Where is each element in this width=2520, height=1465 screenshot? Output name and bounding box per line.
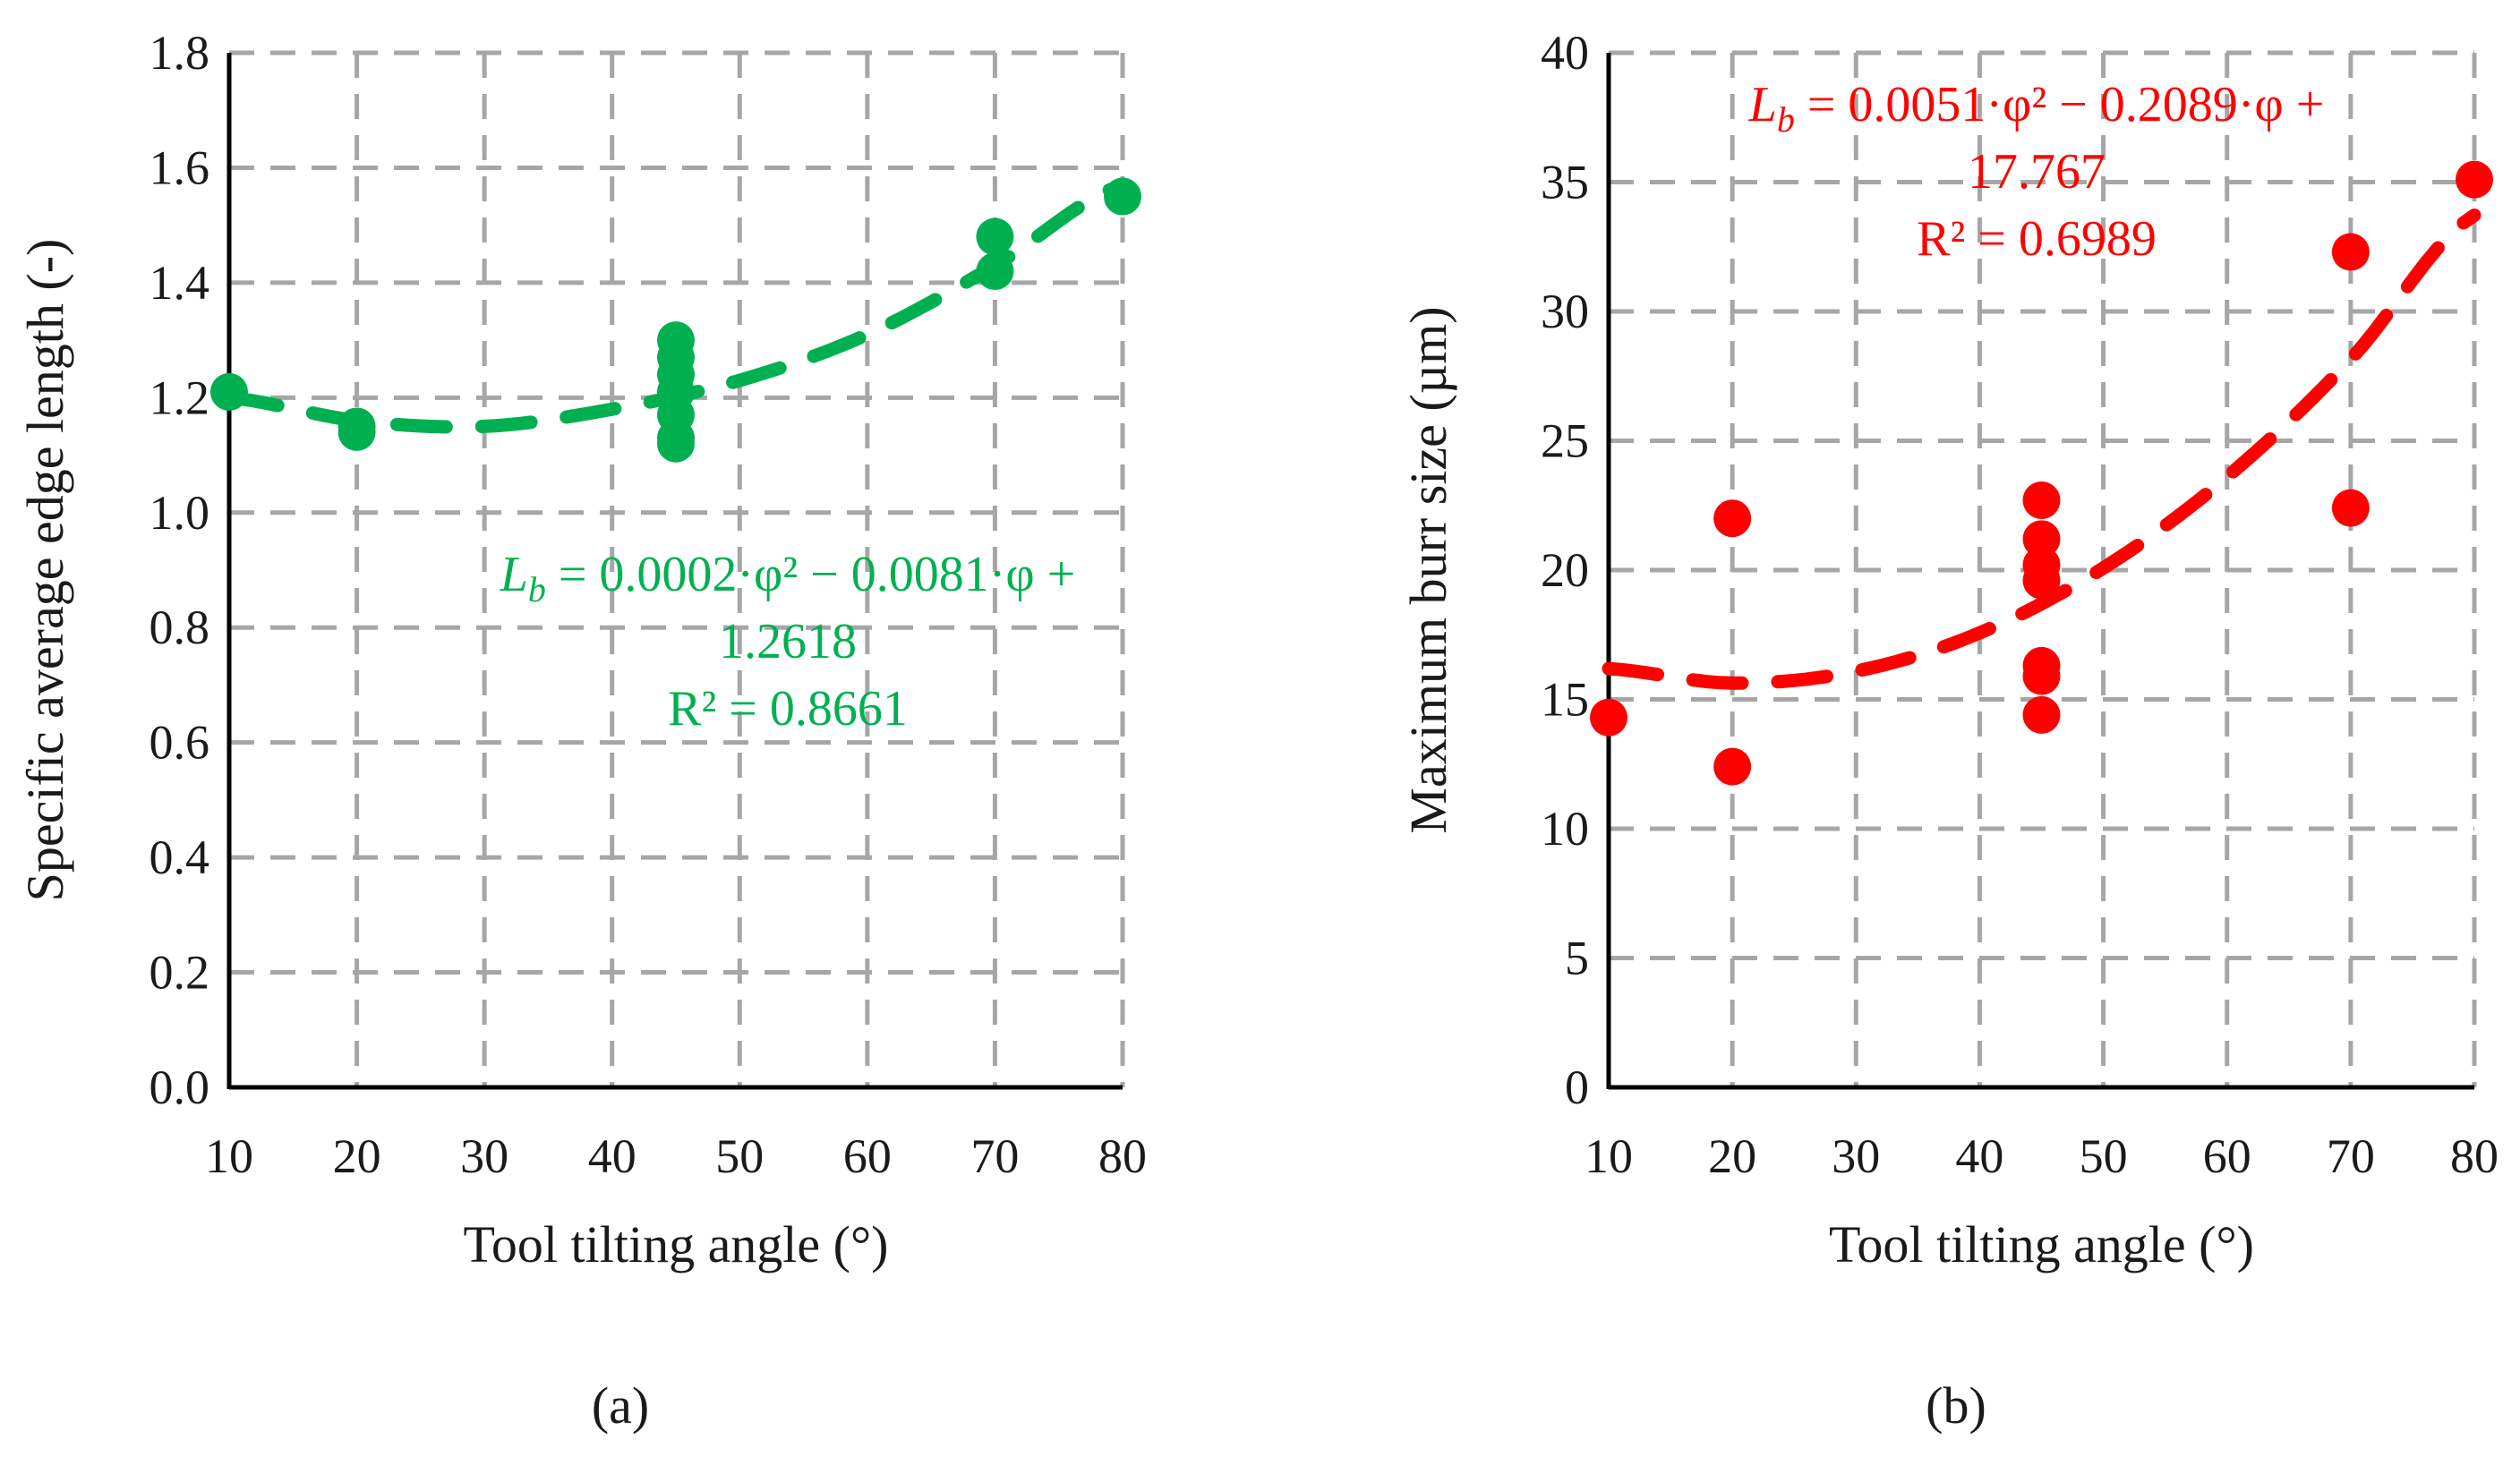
data-point <box>210 372 248 411</box>
y-tick-label: 15 <box>1541 673 1589 727</box>
y-tick-label: 0.0 <box>149 1060 210 1114</box>
y-axis-title: Maximum burr size (µm) <box>1399 306 1457 833</box>
chart-panel-a: 0.0 0.2 0.4 0.6 0.8 1.0 1.2 1.4 1.6 1.8 10 20 30 40 50… <box>16 26 1147 1435</box>
r-squared-label: R² = 0.8661 <box>668 681 908 737</box>
data-point <box>2456 160 2493 199</box>
trendline-equation-constant: 1.2618 <box>719 614 857 669</box>
y-tick-label: 5 <box>1565 932 1589 985</box>
x-tick-label: 70 <box>2327 1129 2375 1183</box>
data-point <box>1104 177 1141 216</box>
data-point <box>2022 481 2061 519</box>
x-tick-label: 50 <box>715 1129 764 1183</box>
trendline-equation: Lb = 0.0051·φ² − 0.2089·φ + <box>1748 77 2325 140</box>
y-tick-label: 40 <box>1541 26 1589 80</box>
x-tick-label: 10 <box>205 1129 253 1183</box>
data-point <box>2022 657 2061 695</box>
data-point <box>2022 520 2061 558</box>
r-squared-label: R² = 0.6989 <box>1917 211 2157 267</box>
x-tick-label: 40 <box>1955 1129 2003 1183</box>
y-tick-label: 1.8 <box>149 26 210 80</box>
x-axis-title: Tool tilting angle (°) <box>1829 1215 2254 1273</box>
y-tick-label: 0.6 <box>149 716 210 770</box>
y-tick-label: 1.2 <box>149 371 210 424</box>
y-tick-label: 1.0 <box>149 486 210 540</box>
data-point <box>657 424 695 463</box>
trendline-equation: Lb = 0.0002·φ² − 0.0081·φ + <box>500 547 1076 609</box>
x-tick-label: 10 <box>1585 1129 1633 1183</box>
panel-label: (a) <box>592 1376 649 1435</box>
data-point <box>2022 561 2061 600</box>
y-tick-label: 1.4 <box>149 256 210 310</box>
x-tick-label: 50 <box>2080 1129 2128 1183</box>
equation-subscript: b <box>528 569 546 609</box>
chart-panel-b: 0 5 10 15 20 25 30 35 40 10 20 30 40 50 60 70 80 Lb = 0.0… <box>1399 26 2499 1435</box>
trendline-equation-constant: 17.767 <box>1968 144 2106 200</box>
x-tick-label: 30 <box>460 1129 508 1183</box>
equation-variable: L <box>1748 77 1777 132</box>
x-tick-label: 80 <box>2450 1129 2499 1183</box>
x-tick-label: 60 <box>2203 1129 2251 1183</box>
y-tick-label: 20 <box>1541 543 1589 597</box>
equation-variable: L <box>500 547 528 602</box>
data-point <box>337 413 376 451</box>
data-point <box>1713 747 1752 786</box>
x-tick-label: 40 <box>588 1129 636 1183</box>
y-tick-label: 25 <box>1541 414 1589 468</box>
equation-subscript: b <box>1777 99 1795 140</box>
data-point <box>1713 499 1752 538</box>
y-tick-label: 35 <box>1541 156 1589 209</box>
data-point <box>2331 489 2370 527</box>
x-tick-label: 20 <box>1708 1129 1756 1183</box>
y-tick-label: 1.6 <box>149 141 210 194</box>
x-tick-label: 60 <box>843 1129 892 1183</box>
data-point <box>976 252 1014 291</box>
y-tick-label: 10 <box>1541 802 1589 856</box>
trendline <box>1602 208 2482 690</box>
x-tick-label: 80 <box>1098 1129 1147 1183</box>
y-axis-title: Specific average edge length (-) <box>16 239 74 902</box>
x-tick-label: 70 <box>970 1129 1019 1183</box>
equation-terms: = 0.0051·φ² − 0.2089·φ + <box>1795 77 2324 132</box>
x-tick-label: 30 <box>1832 1129 1880 1183</box>
panel-label: (b) <box>1926 1376 1986 1435</box>
data-point <box>2022 695 2061 734</box>
data-point <box>976 217 1014 256</box>
x-axis-title: Tool tilting angle (°) <box>464 1215 889 1273</box>
y-tick-label: 0.8 <box>149 600 210 654</box>
y-tick-label: 0 <box>1565 1060 1589 1114</box>
y-tick-label: 30 <box>1541 285 1589 338</box>
x-tick-label: 20 <box>333 1129 381 1183</box>
equation-terms: = 0.0002·φ² − 0.0081·φ + <box>546 547 1075 602</box>
data-point <box>2331 233 2370 271</box>
y-tick-label: 0.2 <box>149 946 210 1000</box>
data-point <box>1590 698 1627 737</box>
y-tick-label: 0.4 <box>149 830 210 884</box>
